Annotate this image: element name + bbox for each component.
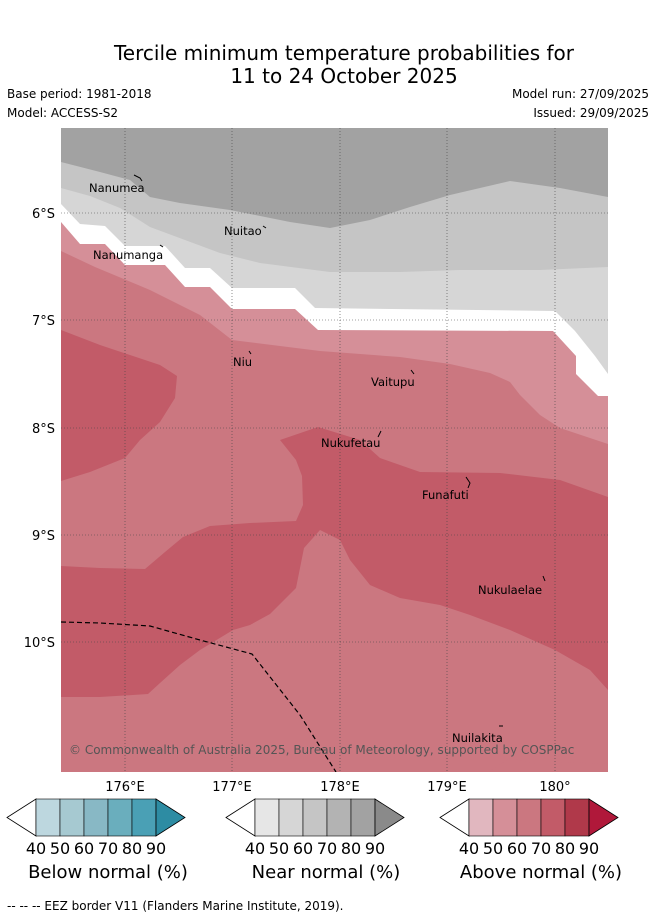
legend-colorbars: 40 50 60 70 80 90 40 50 60 70 80 90 40 50 60 70 80 90	[6, 798, 619, 858]
graticule	[61, 128, 608, 772]
above-normal-tick-label: 60	[507, 839, 527, 858]
y-tick-label: 6°S	[32, 207, 55, 222]
issued-date: Issued: 29/09/2025	[533, 106, 649, 120]
near-normal-swatch	[278, 798, 304, 837]
islands	[133, 174, 546, 727]
model-name: Model: ACCESS-S2	[7, 106, 119, 120]
eez-legend-note: -- -- -- EEZ border V11 (Flanders Marine…	[7, 899, 344, 913]
above-normal-tick-label: 50	[483, 839, 503, 858]
above-normal-under-triangle	[439, 798, 470, 837]
above-normal-over-triangle	[588, 798, 619, 837]
title-line-2: 11 to 24 October 2025	[230, 64, 458, 88]
place-label: Vaitupu	[371, 375, 415, 389]
place-label: Nukulaelae	[478, 583, 542, 597]
x-tick-label: 179°E	[427, 780, 467, 795]
place-label: Nanumanga	[93, 248, 163, 262]
place-label: Niu	[233, 355, 252, 369]
near-normal-swatch	[326, 798, 352, 837]
place-label: Nuitao	[224, 224, 262, 238]
x-tick-label: 178°E	[320, 780, 360, 795]
x-tick-label: 177°E	[212, 780, 252, 795]
above-normal-70-zone-east	[61, 427, 608, 697]
above-normal-tick-label: 70	[531, 839, 551, 858]
above-normal-60-south	[488, 758, 608, 772]
below-normal-tick-label: 70	[98, 839, 118, 858]
near-normal-swatch	[302, 798, 328, 837]
x-tick-label: 180°	[539, 780, 570, 795]
above-normal-tick-label: 90	[579, 839, 599, 858]
above-normal-swatch	[540, 798, 566, 837]
near-normal-tick-label: 70	[317, 839, 337, 858]
title-line-1: Tercile minimum temperature probabilitie…	[113, 41, 575, 65]
below-normal-tick-label: 50	[50, 839, 70, 858]
below-normal-swatch	[59, 798, 85, 837]
x-tick-label: 176°E	[105, 780, 145, 795]
place-label: Nukufetau	[321, 436, 380, 450]
near-normal-swatch	[254, 798, 280, 837]
below-normal-tick-label: 80	[122, 839, 142, 858]
copyright-notice: © Commonwealth of Australia 2025, Bureau…	[69, 743, 574, 757]
near-normal-tick-label: 60	[293, 839, 313, 858]
below-normal-label: Below normal (%)	[28, 862, 188, 883]
near-normal-tick-label: 40	[245, 839, 265, 858]
above-normal-tick-label: 40	[459, 839, 479, 858]
y-tick-label: 9°S	[32, 529, 55, 544]
below-normal-tick-label: 40	[26, 839, 46, 858]
above-normal-tick-label: 80	[555, 839, 575, 858]
above-normal-swatch	[468, 798, 494, 837]
below-normal-under-triangle	[6, 798, 37, 837]
place-label: Funafuti	[422, 488, 469, 502]
below-normal-tick-label: 90	[146, 839, 166, 858]
above-normal-swatch	[492, 798, 518, 837]
base-period: Base period: 1981-2018	[7, 87, 152, 101]
y-tick-label: 8°S	[32, 422, 55, 437]
below-normal-swatch	[107, 798, 133, 837]
below-normal-swatch	[131, 798, 157, 837]
eez-border	[61, 621, 337, 772]
place-label: Nuilakita	[452, 731, 503, 745]
below-normal-tick-label: 60	[74, 839, 94, 858]
model-run: Model run: 27/09/2025	[511, 87, 649, 101]
below-normal-swatch	[35, 798, 61, 837]
near-normal-over-triangle	[374, 798, 405, 837]
near-normal-tick-label: 90	[365, 839, 385, 858]
below-normal-over-triangle	[155, 798, 186, 837]
y-tick-label: 10°S	[24, 636, 55, 651]
above-normal-70-zone	[61, 330, 177, 481]
below-normal-swatch	[83, 798, 109, 837]
place-label: Nanumea	[89, 181, 145, 195]
above-normal-swatch	[564, 798, 590, 837]
near-normal-tick-label: 50	[269, 839, 289, 858]
y-tick-label: 7°S	[32, 314, 55, 329]
near-normal-swatch	[350, 798, 376, 837]
above-normal-label: Above normal (%)	[459, 862, 623, 883]
above-normal-swatch	[516, 798, 542, 837]
near-normal-tick-label: 80	[341, 839, 361, 858]
near-normal-under-triangle	[225, 798, 256, 837]
near-normal-label: Near normal (%)	[251, 862, 401, 883]
